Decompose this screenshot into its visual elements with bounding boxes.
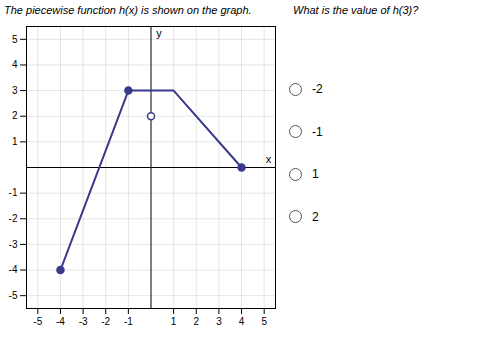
svg-text:-1: -1 [9,187,18,198]
svg-text:x: x [266,153,272,165]
svg-text:4: 4 [12,59,18,70]
svg-text:1: 1 [12,136,18,147]
svg-text:-1: -1 [124,316,133,327]
svg-text:-2: -2 [101,316,110,327]
svg-text:5: 5 [12,34,18,45]
html-text:What is the value of h(3)?: What is the value of h(3)? [293,4,419,16]
svg-text:-4: -4 [9,264,18,275]
svg-text:y: y [156,27,162,39]
html-text:2: 2 [312,209,319,224]
svg-text:-4: -4 [56,316,65,327]
svg-text:-3: -3 [9,239,18,250]
html-text:The piecewise function h(x) is: The piecewise function h(x) is shown on … [4,4,252,16]
svg-text:-5: -5 [33,316,42,327]
svg-text:-2: -2 [9,213,18,224]
svg-text:-3: -3 [79,316,88,327]
svg-text:1: 1 [171,316,177,327]
svg-text:5: 5 [261,316,267,327]
svg-text:-5: -5 [9,290,18,301]
svg-text:4: 4 [239,316,245,327]
svg-text:2: 2 [12,110,18,121]
html-text:-1: -1 [312,124,323,139]
html-text:1: 1 [312,167,319,182]
svg-text:3: 3 [12,85,18,96]
svg-text:2: 2 [193,316,199,327]
svg-text:3: 3 [216,316,222,327]
html-text:-2: -2 [312,82,323,97]
